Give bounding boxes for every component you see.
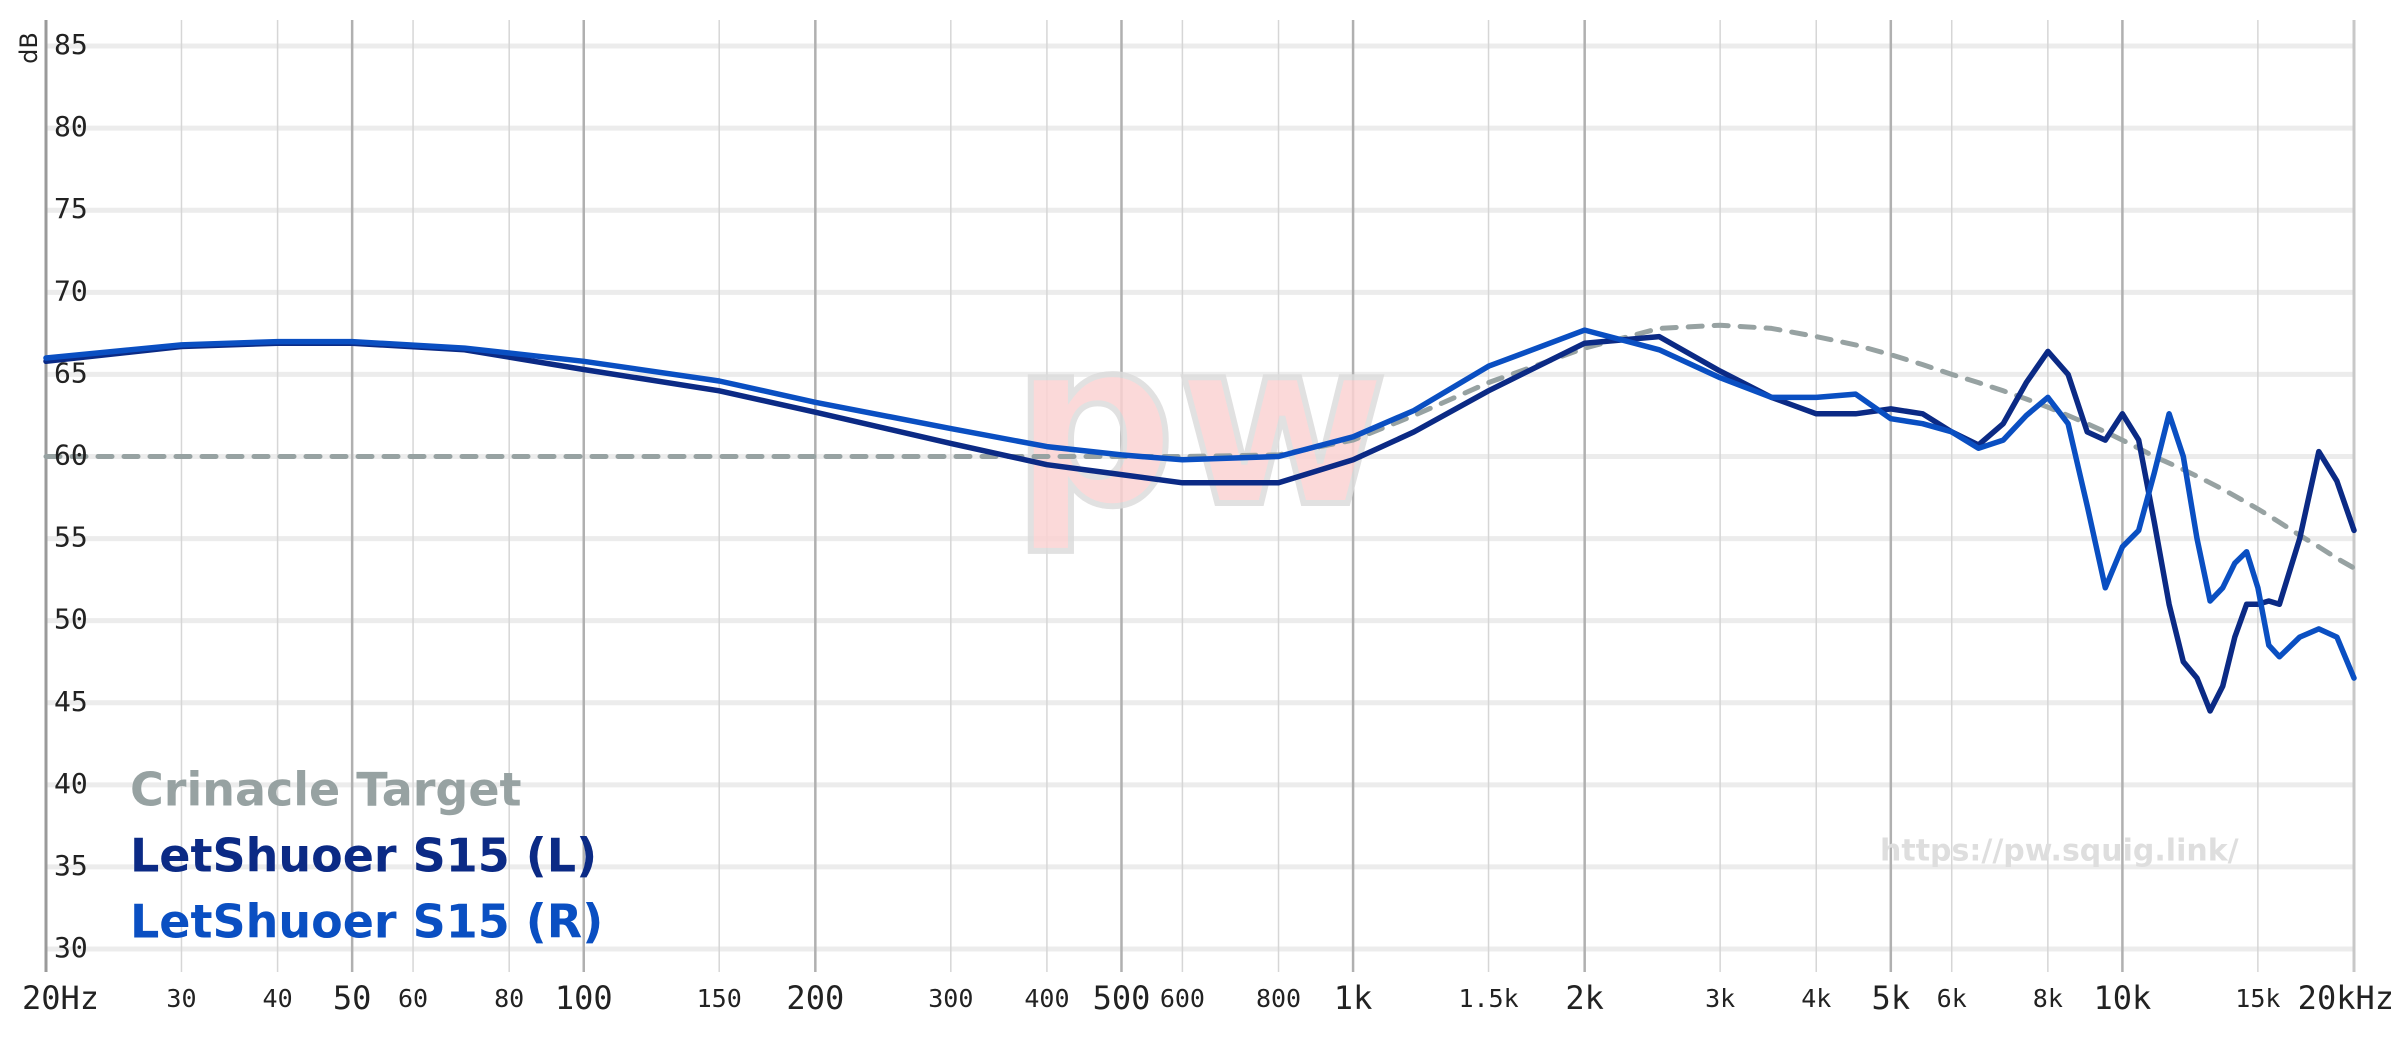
x-tick-label: 60 — [398, 984, 428, 1013]
legend: Crinacle Target LetShuoer S15 (L) LetShuoe… — [130, 763, 603, 949]
y-tick-label: 45 — [54, 685, 88, 718]
y-tick-label: 30 — [54, 931, 88, 964]
x-tick-label: 20kHz — [2298, 979, 2394, 1017]
series-line — [43, 322, 2357, 571]
x-tick-label: 3k — [1705, 984, 1735, 1013]
x-tick-label: 8k — [2033, 984, 2063, 1013]
x-tick-label: 1.5k — [1458, 984, 1518, 1013]
x-tick-label: 150 — [697, 984, 742, 1013]
y-axis-label: dB — [15, 32, 43, 64]
x-tick-label: 500 — [1093, 979, 1151, 1017]
x-tick-label: 5k — [1872, 979, 1911, 1017]
y-tick-label: 50 — [54, 603, 88, 636]
y-tick-label: 85 — [54, 28, 88, 61]
y-tick-label: 65 — [54, 356, 88, 389]
x-tick-label: 1k — [1334, 979, 1373, 1017]
legend-entry: LetShuoer S15 (R) — [130, 895, 603, 949]
x-tick-label: 300 — [928, 984, 973, 1013]
y-tick-label: 70 — [54, 274, 88, 307]
lines — [43, 322, 2357, 714]
grid — [44, 20, 2356, 972]
x-tick-label: 20Hz — [22, 979, 99, 1017]
x-tick-label: 10k — [2094, 979, 2152, 1017]
url-watermark: https://pw.squig.link/ — [1880, 834, 2239, 869]
x-tick-label: 80 — [494, 984, 524, 1013]
x-tick-label: 4k — [1801, 984, 1831, 1013]
x-tick-label: 2k — [1565, 979, 1604, 1017]
y-tick-label: 55 — [54, 521, 88, 554]
watermark: pw — [1011, 291, 1388, 558]
x-tick-label: 600 — [1160, 984, 1205, 1013]
y-tick-label: 40 — [54, 767, 88, 800]
y-tick-label: 75 — [54, 192, 88, 225]
x-tick-label: 50 — [333, 979, 372, 1017]
y-tick-label: 60 — [54, 438, 88, 471]
y-tick-label: 35 — [54, 849, 88, 882]
x-tick-label: 6k — [1937, 984, 1967, 1013]
series-line — [43, 327, 2357, 681]
x-tick-label: 200 — [786, 979, 844, 1017]
x-tick-label: 800 — [1256, 984, 1301, 1013]
x-tick-label: 40 — [263, 984, 293, 1013]
x-tick-label: 15k — [2235, 984, 2280, 1013]
x-tick-label: 30 — [166, 984, 196, 1013]
legend-entry: Crinacle Target — [130, 763, 522, 817]
x-tick-label: 100 — [555, 979, 613, 1017]
y-tick-label: 80 — [54, 110, 88, 143]
legend-entry: LetShuoer S15 (L) — [130, 829, 597, 883]
ticks: 30 35 40 45 50 55 60 65 70 75 80 85 20Hz 30 40 50 60 80 10… — [22, 28, 2394, 1017]
x-tick-label: 400 — [1024, 984, 1069, 1013]
